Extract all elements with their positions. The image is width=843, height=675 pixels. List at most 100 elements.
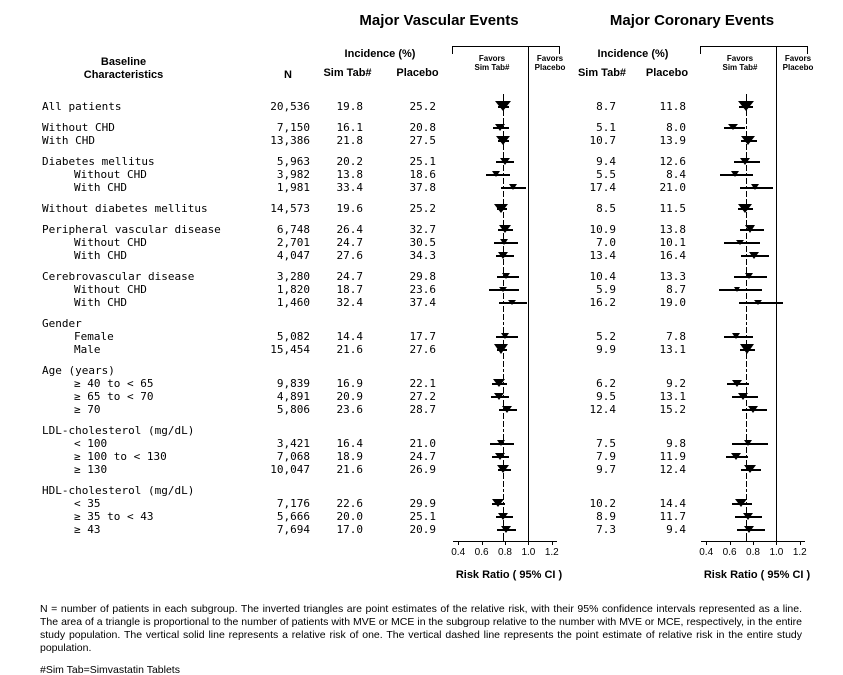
mve-sim-incidence xyxy=(310,262,385,270)
mce-plot-cell xyxy=(698,523,816,536)
unity-reference-line xyxy=(776,309,778,317)
overall-estimate-dashed-line xyxy=(745,317,747,330)
mce-placebo-incidence xyxy=(636,484,698,497)
mce-plot-cell xyxy=(698,134,816,147)
mve-plot-cell xyxy=(450,343,568,356)
mve-placebo-incidence: 27.6 xyxy=(409,343,437,356)
point-estimate-triangle xyxy=(498,225,511,234)
overall-estimate-dashed-line xyxy=(502,424,504,437)
unity-reference-line xyxy=(528,215,530,223)
mve-plot-cell xyxy=(450,536,568,541)
row-label: ≥ 43 xyxy=(74,523,101,536)
unity-reference-line xyxy=(528,343,530,356)
mce-placebo-incidence: 16.4 xyxy=(659,249,687,262)
point-estimate-triangle xyxy=(742,512,753,520)
mce-placebo-incidence: 8.0 xyxy=(666,121,686,134)
unity-reference-line xyxy=(776,330,778,343)
unity-reference-line xyxy=(776,356,778,364)
point-estimate-triangle xyxy=(744,225,755,234)
unity-reference-line xyxy=(528,296,530,309)
overall-estimate-dashed-line xyxy=(745,194,747,202)
row-label xyxy=(40,416,255,424)
mce-placebo-incidence: 13.3 xyxy=(659,270,687,283)
mce-placebo-incidence xyxy=(636,215,698,223)
unity-reference-line xyxy=(528,523,530,536)
mce-sim-incidence xyxy=(568,364,636,377)
mve-placebo-incidence xyxy=(385,113,450,121)
mce-plot-cell xyxy=(698,309,816,317)
mve-sim-incidence: 14.4 xyxy=(336,330,364,343)
row-label: Without CHD xyxy=(74,283,147,296)
overall-estimate-dashed-line xyxy=(502,364,504,377)
unity-reference-line xyxy=(776,343,778,356)
unity-reference-line xyxy=(528,168,530,181)
mve-sim-incidence xyxy=(310,147,385,155)
point-estimate-triangle xyxy=(498,512,509,520)
n-value: 3,421 xyxy=(276,437,310,450)
row-label xyxy=(40,476,255,484)
mce-plot-cell xyxy=(698,377,816,390)
mve-placebo-incidence: 26.9 xyxy=(409,463,437,476)
mve-plot-cell xyxy=(450,262,568,270)
point-estimate-triangle xyxy=(730,452,741,460)
mve-placebo-incidence xyxy=(385,364,450,377)
mve-plot-cell xyxy=(450,283,568,296)
row-label xyxy=(40,309,255,317)
mve-incidence-header: Incidence (%) xyxy=(344,48,416,60)
mce-sim-incidence: 5.5 xyxy=(596,168,616,181)
subgroup-row: With CHD 1,981 33.4 37.8 17.4 21.0 xyxy=(40,181,843,194)
point-estimate-triangle xyxy=(738,392,749,400)
subgroup-row: < 35 7,176 22.6 29.9 10.2 14.4 xyxy=(40,497,843,510)
spacer-row xyxy=(40,194,843,202)
mve-placebo-incidence: 24.7 xyxy=(409,450,437,463)
mve-treatment-headers: Sim Tab# Placebo xyxy=(310,67,450,79)
point-estimate-triangle xyxy=(498,251,509,259)
mce-treatment-headers: Sim Tab# Placebo xyxy=(568,67,698,79)
mce-plot-cell xyxy=(698,476,816,484)
unity-reference-line xyxy=(528,270,530,283)
axis-tick-label: 0.4 xyxy=(699,547,714,558)
mce-placebo-incidence: 13.1 xyxy=(659,343,687,356)
mce-incidence-header: Incidence (%) xyxy=(597,48,669,60)
spacer-row xyxy=(40,416,843,424)
mce-sim-incidence xyxy=(568,356,636,364)
mce-sim-incidence: 7.0 xyxy=(596,236,616,249)
favors-placebo-label: Favors Placebo xyxy=(782,54,814,72)
mce-placebo-incidence: 14.4 xyxy=(659,497,687,510)
point-estimate-triangle xyxy=(507,299,516,305)
mce-plot-cell xyxy=(698,215,816,223)
mce-sim-incidence xyxy=(568,147,636,155)
n-value: 7,694 xyxy=(276,523,310,536)
unity-reference-line xyxy=(776,100,778,113)
mve-plot-cell xyxy=(450,450,568,463)
mve-placebo-incidence: 37.8 xyxy=(409,181,437,194)
mce-sim-incidence: 12.4 xyxy=(589,403,617,416)
mce-plot-cell xyxy=(698,484,816,497)
mve-sim-incidence: 21.6 xyxy=(336,343,364,356)
point-estimate-triangle xyxy=(743,525,754,533)
row-label: Peripheral vascular disease xyxy=(42,223,221,236)
axis-tick-label: 1.2 xyxy=(544,547,559,558)
spacer-row xyxy=(40,262,843,270)
subgroup-row: Diabetes mellitus 5,963 20.2 25.1 9.4 12.6 xyxy=(40,155,843,168)
unity-reference-line xyxy=(528,223,530,236)
mce-plot-cell xyxy=(698,121,816,134)
mce-plot-cell xyxy=(698,202,816,215)
mve-plot-cell xyxy=(450,94,568,100)
overall-estimate-dashed-line xyxy=(502,94,504,100)
mve-sim-incidence: 18.7 xyxy=(336,283,364,296)
unity-reference-line xyxy=(528,317,530,330)
subgroup-row: With CHD 4,047 27.6 34.3 13.4 16.4 xyxy=(40,249,843,262)
mve-sim-incidence: 20.9 xyxy=(336,390,364,403)
unity-reference-line xyxy=(528,194,530,202)
column-headers: Baseline Characteristics N Incidence (%)… xyxy=(40,46,843,94)
mve-plot-cell xyxy=(450,424,568,437)
mve-plot-cell xyxy=(450,523,568,536)
axis-tick-label: 0.8 xyxy=(498,547,512,558)
mce-placebo-incidence xyxy=(636,356,698,364)
mce-placebo-incidence: 10.1 xyxy=(659,236,687,249)
mce-placebo-incidence xyxy=(636,262,698,270)
row-label xyxy=(40,194,255,202)
mce-sim-incidence: 7.5 xyxy=(596,437,616,450)
spacer-row xyxy=(40,113,843,121)
